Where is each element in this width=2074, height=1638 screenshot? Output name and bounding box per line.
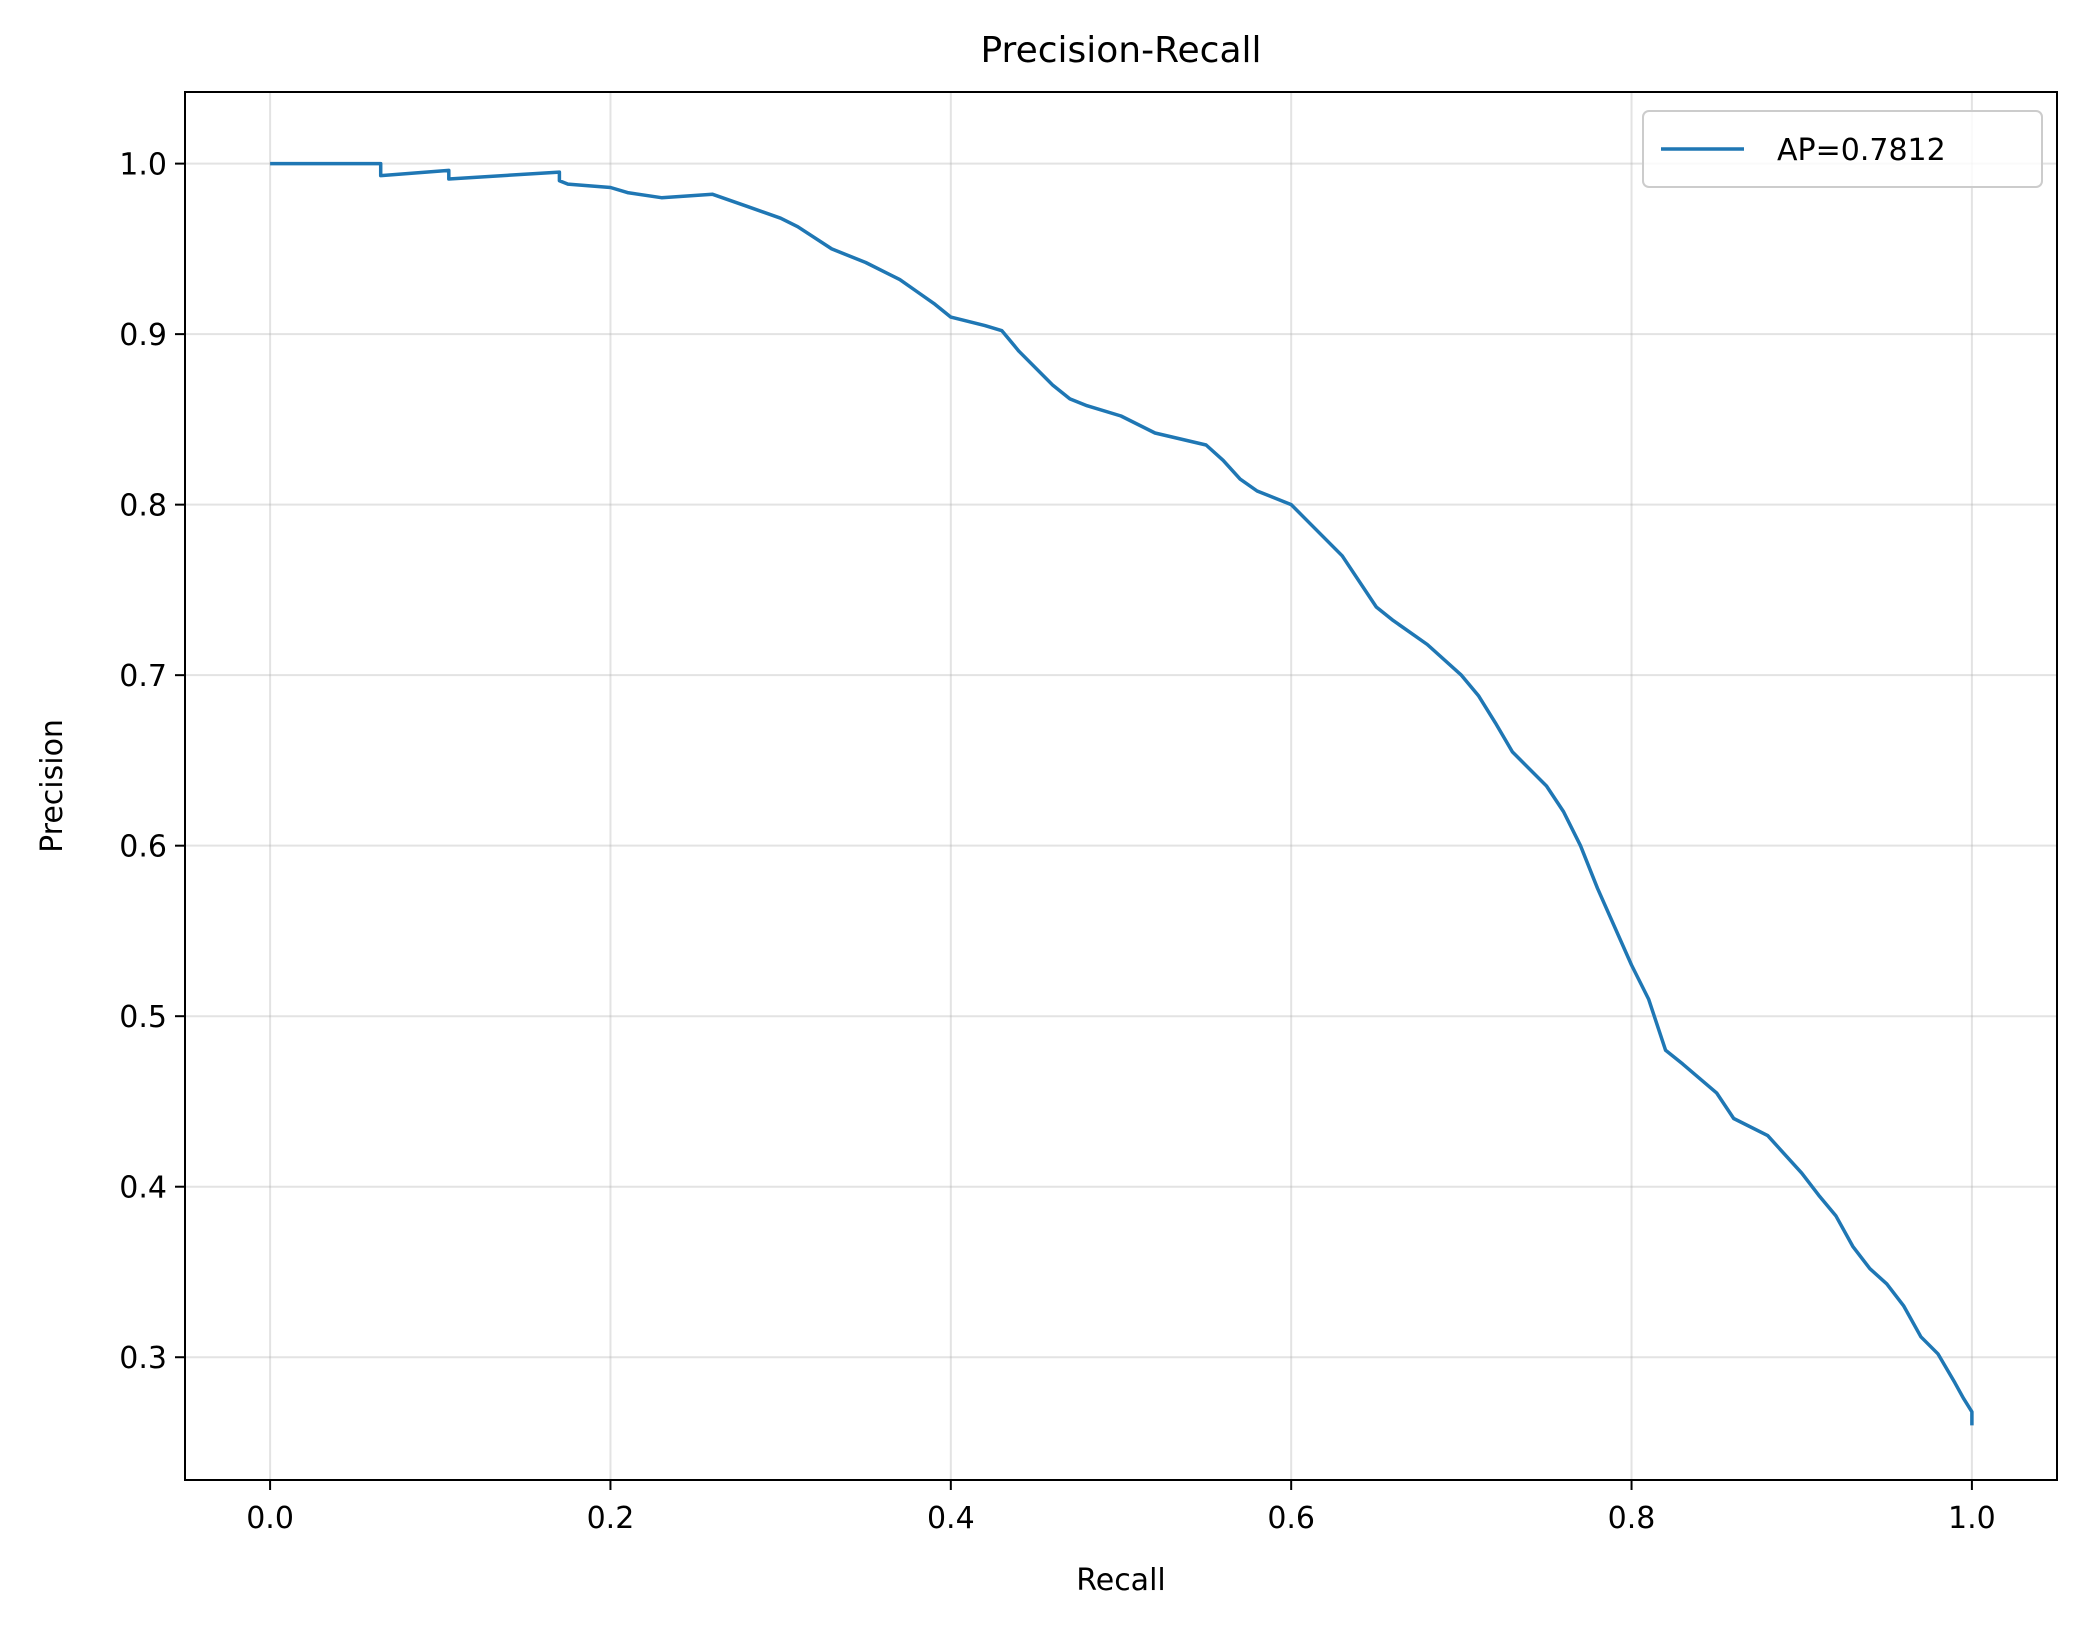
x-tick-label: 0.8	[1608, 1501, 1656, 1536]
x-axis-label: Recall	[1076, 1563, 1166, 1598]
y-tick-label: 0.9	[119, 318, 167, 353]
y-tick-label: 0.3	[119, 1341, 167, 1376]
series-layer	[270, 161, 1974, 1426]
y-tick-label: 0.7	[119, 659, 167, 694]
legend-box	[1642, 110, 2043, 188]
legend: AP=0.7812	[1642, 110, 2043, 188]
x-tick-label: 0.2	[587, 1501, 635, 1536]
y-tick-label: 1.0	[119, 148, 167, 183]
x-tick-label: 0.0	[246, 1501, 294, 1536]
y-tick-label: 0.6	[119, 830, 167, 865]
y-tick-label: 0.8	[119, 489, 167, 524]
y-axis-label: Precision	[35, 719, 70, 853]
legend-entry-label: AP=0.7812	[1777, 133, 1946, 168]
plot-frame	[184, 91, 2058, 1481]
y-tick-label: 0.5	[119, 1000, 167, 1035]
x-tick-label: 0.4	[927, 1501, 975, 1536]
y-tick-label: 0.4	[119, 1171, 167, 1206]
axis-ticks: 0.0 0.2 0.4 0.6 0.8 1.0 0.3 0.4 0.5 0.6 0.7 0.8 0.9 1…	[119, 148, 1995, 1536]
x-tick-label: 1.0	[1948, 1501, 1996, 1536]
chart-title: Precision-Recall	[980, 30, 1261, 71]
precision-recall-curve	[270, 161, 1974, 1426]
x-tick-label: 0.6	[1267, 1501, 1315, 1536]
